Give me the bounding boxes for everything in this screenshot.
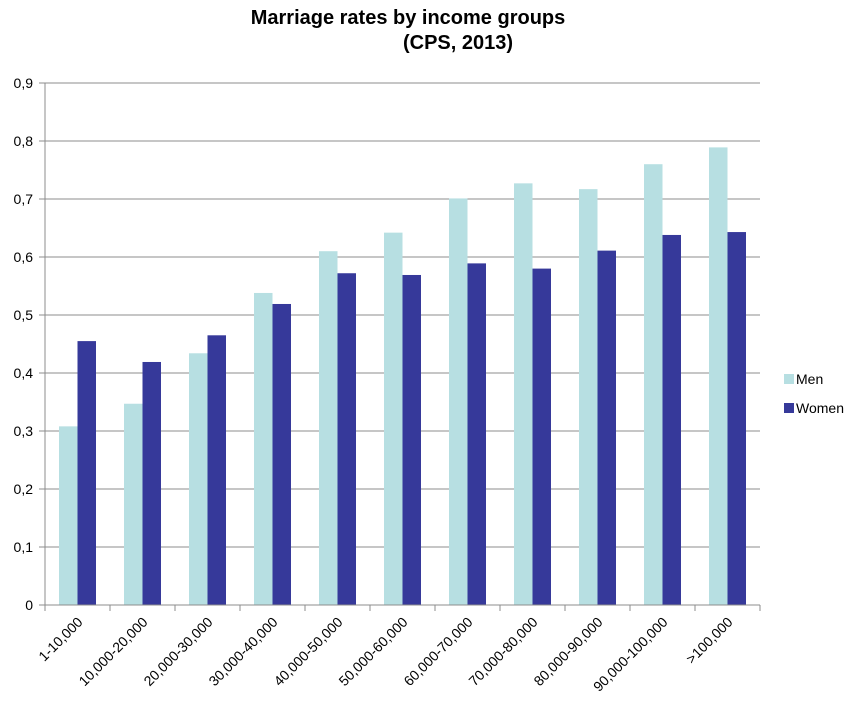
bar-men-10 xyxy=(709,147,728,605)
legend-swatch-men xyxy=(784,374,794,384)
chart-title: Marriage rates by income groups (CPS, 20… xyxy=(0,6,856,56)
bar-men-6 xyxy=(449,198,468,606)
y-tick-label: 0,5 xyxy=(14,307,34,323)
y-tick-label: 0,7 xyxy=(14,191,34,207)
legend-swatch-women xyxy=(784,403,794,413)
y-tick-label: 0,6 xyxy=(14,249,34,265)
bar-women-2 xyxy=(207,335,226,605)
bar-women-5 xyxy=(402,274,421,605)
bar-men-1 xyxy=(124,403,143,605)
bar-men-8 xyxy=(579,189,598,605)
axes xyxy=(39,82,761,611)
bar-women-10 xyxy=(727,232,746,605)
bar-men-5 xyxy=(384,232,403,605)
y-tick-labels: 0 0,1 0,2 0,3 0,4 0,5 0,6 0,7 0,8 0,9 xyxy=(14,75,34,613)
y-tick-label: 0,2 xyxy=(14,481,34,497)
chart-title-line1: Marriage rates by income groups xyxy=(250,7,566,29)
bar-women-8 xyxy=(597,250,616,605)
x-tick-label: 1-10,000 xyxy=(35,614,86,665)
bar-women-4 xyxy=(337,273,356,605)
y-tick-label: 0,3 xyxy=(14,423,34,439)
bar-women-3 xyxy=(272,303,291,605)
legend-label-men: Men xyxy=(796,371,823,387)
y-tick-label: 0 xyxy=(25,597,33,613)
bar-men-2 xyxy=(189,353,208,605)
bar-men-7 xyxy=(514,183,533,605)
x-tick-labels: 1-10,00010,000-20,00020,000-30,00030,000… xyxy=(35,614,736,695)
bar-women-9 xyxy=(662,234,681,605)
y-tick-label: 0,8 xyxy=(14,133,34,149)
bar-women-6 xyxy=(467,263,486,605)
legend-label-women: Women xyxy=(796,400,844,416)
bar-women-1 xyxy=(142,361,161,605)
legend: Men Women xyxy=(784,371,844,416)
bar-men-9 xyxy=(644,164,663,605)
y-tick-label: 0,4 xyxy=(14,365,34,381)
bar-men-0 xyxy=(59,426,78,605)
bar-women-0 xyxy=(77,341,96,605)
y-tick-label: 0,9 xyxy=(14,75,34,91)
bars xyxy=(59,147,746,606)
y-tick-label: 0,1 xyxy=(14,539,34,555)
grid-lines xyxy=(45,82,760,548)
bar-men-3 xyxy=(254,292,273,605)
chart-title-line2: (CPS, 2013) xyxy=(402,32,514,54)
bar-men-4 xyxy=(319,251,338,605)
x-tick-label: >100,000 xyxy=(683,614,736,667)
bar-women-7 xyxy=(532,268,551,605)
